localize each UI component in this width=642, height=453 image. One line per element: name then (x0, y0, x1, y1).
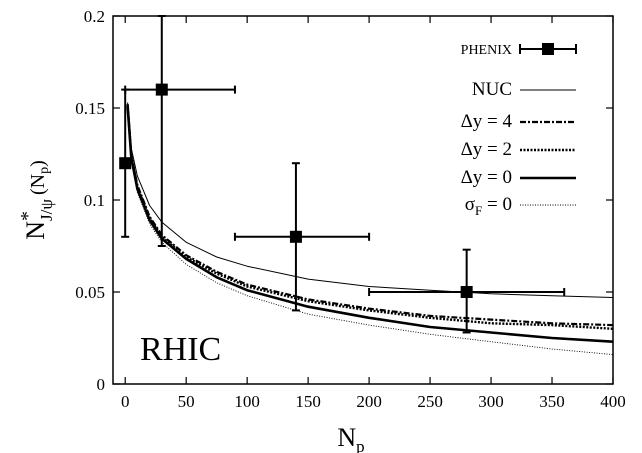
y-axis-label-star: * (17, 211, 39, 221)
y-axis-label: N*J/ψ (Np) (17, 160, 56, 240)
y-tick-label-0: 0 (97, 375, 106, 394)
y-axis-label-main: N (21, 221, 50, 240)
phenix-marker-3 (460, 286, 473, 298)
x-tick-label-7: 350 (539, 392, 565, 411)
phenix-point-0 (119, 88, 132, 238)
x-axis-label-sub: p (356, 437, 365, 453)
series-line-3 (126, 106, 614, 343)
phenix-point-1 (124, 15, 236, 247)
y-axis-label-paren: (N (27, 174, 49, 195)
phenix-points (119, 15, 566, 334)
phenix-marker-2 (289, 230, 302, 243)
x-tick-label-4: 200 (356, 392, 382, 411)
legend-sigma-rest: = 0 (482, 194, 512, 215)
series-line-1 (126, 104, 614, 327)
legend-label-dy0: Δy = 0 (461, 167, 512, 188)
legend-label-dy4: Δy = 4 (461, 111, 513, 132)
y-axis-label-close: ) (27, 160, 49, 167)
x-tick-label-2: 100 (234, 392, 260, 411)
phenix-marker-1 (155, 83, 168, 96)
legend-label-dy2: Δy = 2 (461, 139, 512, 160)
plot-frame (112, 15, 614, 385)
axis-ticks (113, 15, 614, 385)
phenix-point-2 (233, 162, 371, 312)
legend-label-phenix: PHENIX (461, 43, 512, 58)
x-tick-label-1: 50 (178, 392, 195, 411)
y-axis-label-sub: J/ψ (37, 199, 56, 221)
x-tick-label-0: 0 (121, 392, 130, 411)
legend-label-sigmaf: σF = 0 (465, 194, 512, 218)
y-tick-label-2: 0.1 (84, 191, 105, 210)
x-tick-label-8: 400 (600, 392, 626, 411)
x-axis-label: Np (337, 423, 364, 453)
tick-labels: 0 50 100 150 200 250 300 350 400 0 0.05 0.1 0.15 0.2 (75, 7, 626, 411)
y-tick-label-3: 0.15 (75, 99, 105, 118)
x-tick-label-3: 150 (295, 392, 321, 411)
x-tick-label-6: 300 (478, 392, 504, 411)
legend-sigma-sub: F (475, 203, 482, 218)
rhic-annotation: RHIC (140, 331, 221, 368)
curves (126, 102, 614, 356)
y-tick-label-4: 0.2 (84, 7, 105, 26)
legend: PHENIX NUC Δy = 4 Δy = 2 Δy = 0 σF = 0 (461, 43, 577, 218)
legend-label-nuc: NUC (472, 79, 512, 100)
legend-sample-phenix (519, 43, 577, 55)
y-tick-label-1: 0.05 (75, 283, 105, 302)
phenix-point-3 (368, 248, 566, 334)
phenix-marker-0 (119, 157, 132, 170)
series-line-4 (127, 107, 614, 356)
legend-sigma-main: σ (465, 194, 475, 215)
x-axis-label-main: N (337, 423, 356, 452)
y-axis-label-paren-sub: p (37, 167, 52, 174)
x-tick-label-5: 250 (417, 392, 443, 411)
series-line-0 (127, 102, 614, 298)
